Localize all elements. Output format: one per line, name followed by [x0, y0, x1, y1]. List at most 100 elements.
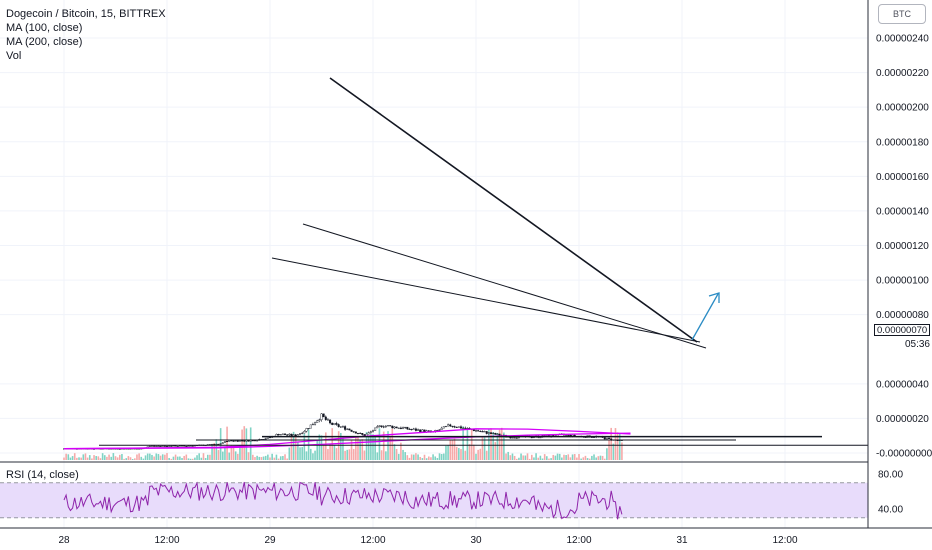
volume-bar	[550, 458, 552, 460]
ma100-label[interactable]: MA (100, close)	[6, 22, 83, 34]
volume-bar	[447, 445, 449, 460]
candle-body	[307, 428, 310, 430]
volume-bar	[346, 449, 349, 460]
candle-body	[161, 445, 164, 447]
volume-bar	[324, 432, 327, 460]
volume-bar	[352, 449, 355, 460]
candle-body	[419, 429, 422, 433]
volume-bar	[464, 450, 467, 460]
volume-bar	[586, 458, 589, 460]
candle-body	[281, 433, 284, 435]
volume-bar	[73, 453, 76, 460]
volume-bar	[597, 456, 600, 460]
candle-body	[324, 416, 327, 420]
y-tick-label: 0.00000220	[876, 68, 929, 79]
volume-bar	[494, 442, 497, 460]
volume-bar	[580, 458, 582, 460]
volume-bar	[479, 448, 482, 460]
y-tick-label: 0.00000120	[876, 241, 929, 252]
trendline-drawings[interactable]	[99, 77, 868, 446]
volume-bar	[123, 458, 125, 460]
volume-bar	[445, 445, 447, 460]
volume-bar	[608, 439, 610, 460]
volume-bar	[389, 436, 391, 460]
candle-body	[605, 437, 608, 440]
volume-bar	[473, 444, 475, 460]
volume-bar	[230, 445, 233, 460]
volume-label[interactable]: Vol	[6, 50, 22, 62]
volume-bar	[305, 451, 308, 460]
volume-bar	[262, 456, 265, 460]
volume-bar	[245, 428, 248, 460]
volume-bar	[496, 432, 499, 460]
candle-body	[352, 431, 355, 433]
x-tick-label: 12:00	[154, 535, 179, 546]
volume-bar	[612, 443, 615, 460]
candle-body	[232, 440, 235, 442]
volume-bar	[232, 447, 235, 460]
volume-bar	[359, 439, 361, 460]
volume-bar	[258, 456, 261, 460]
volume-bar	[601, 455, 604, 460]
volume-bar	[99, 458, 102, 460]
candle-body	[318, 419, 321, 421]
volume-bar	[301, 447, 303, 460]
candle-body	[159, 445, 162, 447]
candle-body	[337, 424, 340, 427]
candle-body	[333, 423, 336, 425]
last-price-badge: 0.00000070	[874, 324, 930, 336]
volume-bar	[221, 451, 224, 460]
candle-body	[311, 424, 314, 426]
volume-bar	[406, 455, 409, 460]
volume-bar	[477, 449, 479, 460]
candle-body	[393, 426, 396, 429]
candle-body	[395, 426, 398, 429]
volume-bar	[440, 454, 443, 460]
volume-bar	[614, 428, 617, 460]
candle-body	[236, 440, 239, 442]
ma200-label[interactable]: MA (200, close)	[6, 36, 83, 48]
volume-bar	[204, 458, 207, 460]
volume-bar	[335, 448, 338, 460]
volume-bar	[91, 458, 93, 460]
volume-bar	[142, 458, 145, 460]
volume-bar	[485, 450, 488, 460]
candle-body	[444, 425, 447, 427]
volume-bar	[505, 453, 507, 460]
volume-bar	[400, 442, 402, 460]
volume-bar	[183, 455, 185, 460]
candle-body	[286, 434, 289, 436]
volume-bar	[588, 458, 591, 460]
y-tick-label: 0.00000240	[876, 34, 929, 45]
volume-bar	[511, 453, 514, 460]
volume-bar	[144, 455, 147, 460]
volume-bar	[247, 452, 250, 460]
candle-body	[459, 426, 462, 429]
candle-body	[217, 443, 220, 445]
volume-bar	[367, 435, 370, 460]
volume-bar	[264, 455, 267, 460]
candle-body	[449, 424, 452, 427]
candle-body	[511, 437, 514, 439]
volume-bar	[432, 454, 434, 460]
candle-body	[399, 427, 402, 429]
candle-body	[436, 429, 439, 431]
candle-body	[157, 445, 160, 447]
volume-bar	[309, 448, 312, 460]
currency-button[interactable]: BTC	[878, 4, 926, 24]
rsi-label[interactable]: RSI (14, close)	[6, 469, 79, 481]
candle-body	[410, 429, 413, 431]
volume-bar	[425, 458, 428, 460]
volume-bar	[282, 456, 284, 460]
volume-bar	[103, 455, 106, 460]
candle-body	[442, 426, 445, 429]
volume-bar	[488, 429, 490, 460]
x-tick-label: 29	[264, 535, 276, 546]
volume-bar	[616, 432, 619, 460]
volume-bar	[176, 456, 179, 460]
x-tick-label: 30	[470, 535, 482, 546]
volume-bar	[582, 457, 585, 460]
volume-bar	[140, 456, 143, 460]
